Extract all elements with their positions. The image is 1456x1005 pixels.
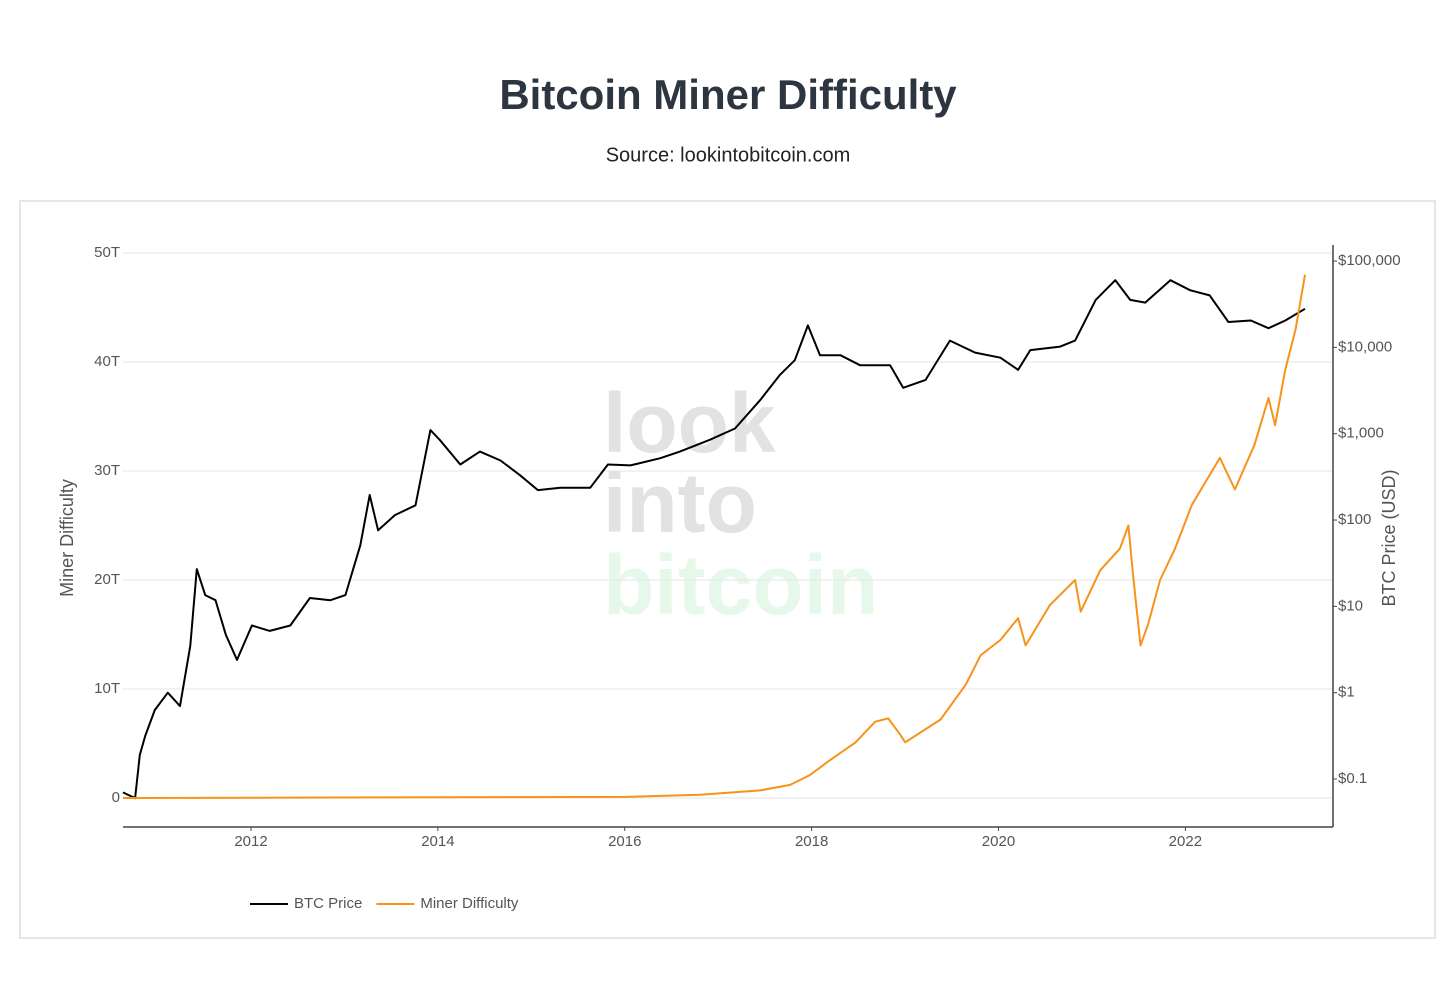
y2-tick-label: $10: [1338, 597, 1363, 614]
y2-tick-label: $100: [1338, 511, 1371, 528]
y-tick-label: 20T: [94, 571, 120, 588]
y-tick-label: 0: [112, 789, 120, 806]
y2-tick-label: $100,000: [1338, 252, 1401, 269]
watermark-text: bitcoin: [603, 538, 878, 632]
chart-frame: [19, 200, 1436, 939]
y2-tick-label: $1: [1338, 684, 1355, 701]
watermark: look into bitcoin: [603, 376, 878, 632]
y2-axis-label: BTC Price (USD): [1379, 469, 1399, 606]
x-tick-label: 2020: [982, 833, 1015, 850]
y2-tick-label: $10,000: [1338, 338, 1392, 355]
chart-subtitle: Source: lookintobitcoin.com: [606, 144, 851, 166]
watermark-text: look: [603, 376, 776, 470]
y-tick-label: 40T: [94, 353, 120, 370]
y2-tick-label: $1,000: [1338, 425, 1384, 442]
series-line: [122, 279, 1306, 800]
series-line: [122, 274, 1306, 799]
watermark-text: into: [603, 456, 757, 550]
y-tick-label: 10T: [94, 680, 120, 697]
legend-label: BTC Price: [294, 895, 362, 912]
x-tick-label: 2016: [608, 833, 641, 850]
chart-title: Bitcoin Miner Difficulty: [499, 71, 957, 118]
legend-label: Miner Difficulty: [420, 895, 519, 912]
y-tick-label: 30T: [94, 462, 120, 479]
x-tick-label: 2022: [1169, 833, 1202, 850]
y-tick-label: 50T: [94, 244, 120, 261]
y-axis-label: Miner Difficulty: [57, 479, 77, 597]
x-tick-label: 2018: [795, 833, 828, 850]
x-tick-label: 2014: [421, 833, 454, 850]
x-tick-label: 2012: [234, 833, 267, 850]
y2-tick-label: $0.1: [1338, 770, 1367, 787]
